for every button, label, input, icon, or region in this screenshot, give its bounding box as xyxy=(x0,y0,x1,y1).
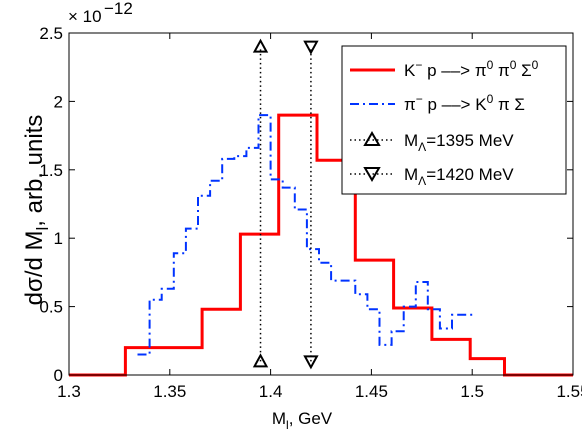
x-tick-label-3: 1.45 xyxy=(355,382,388,401)
y-tick-label-0: 0 xyxy=(54,366,63,385)
series-2-marker-0 xyxy=(252,353,269,368)
x-tick-label-2: 1.4 xyxy=(259,382,283,401)
legend: K− p ––> π0 π0 Σ0 π− p ––> K0 π Σ MΛ=139… xyxy=(341,45,567,195)
legend-triangle-down-icon xyxy=(363,167,381,182)
x-tick-label-0: 1.3 xyxy=(57,382,81,401)
y-axis-label: dσ/d Ml, arb. units xyxy=(21,115,52,306)
y-tick-label-4: 2 xyxy=(54,92,63,111)
series-3-marker-1 xyxy=(303,40,319,55)
y-tick-label-2: 1 xyxy=(54,229,63,248)
y-tick-label-1: 0.5 xyxy=(39,298,63,317)
series-layer xyxy=(69,38,573,377)
y-scale-label: × 10 xyxy=(68,7,102,26)
plot-frame xyxy=(68,32,574,376)
legend-label-pi-minus: π− p ––> K0 π Σ xyxy=(404,92,525,114)
y-tick-label-3: 1.5 xyxy=(39,161,63,180)
series-3-marker-0 xyxy=(303,355,319,370)
legend-label-m1395: MΛ=1395 MeV xyxy=(404,131,514,154)
series-line-0 xyxy=(69,113,573,377)
legend-label-k-minus: K− p ––> π0 π0 Σ0 xyxy=(404,58,539,80)
legend-triangle-up-icon xyxy=(363,131,381,146)
y-scale-exponent: −12 xyxy=(104,0,133,18)
legend-label-m1420: MΛ=1420 MeV xyxy=(404,165,514,188)
axes-layer: 1.3 1.35 1.4 1.45 1.5 1.55 0 0.5 1 1.5 2 2.5 xyxy=(39,24,582,401)
x-tick-label-5: 1.55 xyxy=(556,382,582,401)
x-tick-label-1: 1.35 xyxy=(153,382,186,401)
series-2-marker-1 xyxy=(252,38,269,53)
y-tick-label-5: 2.5 xyxy=(39,24,63,43)
series-line-1 xyxy=(137,114,473,356)
x-tick-label-4: 1.5 xyxy=(460,382,484,401)
